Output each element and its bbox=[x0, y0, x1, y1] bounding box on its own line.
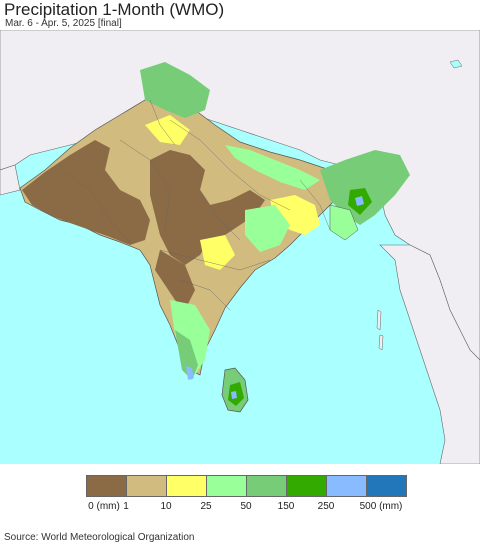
precipitation-map bbox=[0, 30, 480, 464]
region-yellow-center bbox=[200, 235, 235, 270]
region-bangladesh bbox=[329, 204, 359, 241]
region-blue-kerala bbox=[186, 366, 194, 380]
sri-lanka-blue bbox=[231, 391, 237, 399]
admin-borders bbox=[59, 99, 331, 311]
legend-tick: 500 (mm) bbox=[359, 501, 403, 512]
map-subtitle: Mar. 6 - Apr. 5, 2025 [final] bbox=[5, 18, 122, 29]
legend-tick: 25 bbox=[200, 501, 212, 512]
region-dark-brown-south bbox=[155, 250, 195, 310]
region-blue-ne bbox=[355, 196, 364, 206]
lake bbox=[449, 59, 463, 69]
andaman-islands bbox=[376, 309, 384, 351]
legend-swatch bbox=[366, 476, 406, 496]
region-green-kerala bbox=[175, 330, 198, 380]
legend-swatch bbox=[246, 476, 286, 496]
legend-tick: 250 bbox=[317, 501, 335, 512]
legend-swatch bbox=[166, 476, 206, 496]
map-title: Precipitation 1-Month (WMO) bbox=[4, 0, 225, 19]
region-dark-brown-central bbox=[150, 150, 265, 265]
region-yellow-north bbox=[145, 115, 190, 145]
land-outside-east bbox=[379, 244, 480, 464]
legend-swatch bbox=[286, 476, 326, 496]
legend-tick: 50 bbox=[240, 501, 252, 512]
legend-tick: 10 bbox=[160, 501, 172, 512]
region-light-green-east bbox=[245, 205, 290, 252]
region-light-green-north bbox=[225, 145, 320, 190]
region-green-northeast bbox=[320, 150, 410, 225]
legend-tick: 1 bbox=[123, 501, 129, 512]
legend-swatch bbox=[87, 476, 126, 496]
legend-unit-label: 0 (mm) bbox=[88, 501, 120, 512]
legend-ticks: 0 (mm) 1 10 25 50 150 250 500 (mm) bbox=[0, 501, 480, 515]
legend-swatch bbox=[126, 476, 166, 496]
legend-swatch bbox=[206, 476, 246, 496]
region-dark-brown-west bbox=[22, 140, 150, 245]
legend-tick: 150 bbox=[277, 501, 295, 512]
region-light-green-south bbox=[170, 300, 210, 375]
land-outside-west bbox=[0, 164, 21, 196]
region-green-kashmir bbox=[140, 62, 210, 118]
legend-bar bbox=[86, 475, 407, 497]
source-note: Source: World Meteorological Organizatio… bbox=[4, 532, 195, 543]
legend-swatch bbox=[326, 476, 366, 496]
